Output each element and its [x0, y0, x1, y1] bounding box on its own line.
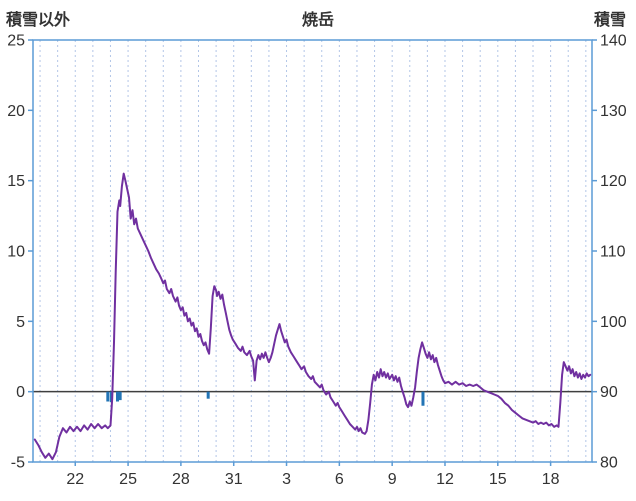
x-axis-tick-label: 9	[388, 471, 397, 488]
left-axis-tick-label: 0	[16, 384, 25, 401]
x-axis-tick-label: 15	[489, 471, 507, 488]
event-bar	[116, 391, 120, 402]
x-axis-tick-label: 6	[335, 471, 344, 488]
x-axis-tick-label: 28	[172, 471, 190, 488]
left-axis-tick-label: 25	[7, 33, 25, 50]
left-axis-tick-label: 20	[7, 103, 25, 120]
left-axis-tick-label: -5	[11, 455, 25, 472]
event-bar	[206, 391, 210, 399]
chart-title: 焼岳	[301, 12, 335, 29]
data-line	[33, 172, 592, 461]
x-axis-tick-label: 22	[66, 471, 84, 488]
right-axis-tick-label: 90	[600, 384, 618, 401]
right-axis-tick-label: 80	[600, 455, 618, 472]
left-axis-tick-label: 5	[16, 314, 25, 331]
left-axis-tick-label: 10	[7, 244, 25, 261]
x-axis-tick-label: 3	[282, 471, 291, 488]
event-bar	[106, 391, 110, 402]
x-axis-tick-label: 18	[542, 471, 560, 488]
x-axis-tick-label: 31	[225, 471, 243, 488]
right-axis-tick-label: 130	[600, 103, 627, 120]
x-axis-tick-label: 25	[119, 471, 137, 488]
left-axis-title: 積雪以外	[6, 12, 71, 29]
event-bar	[421, 391, 425, 406]
left-axis-tick-label: 15	[7, 173, 25, 190]
right-axis-tick-label: 110	[600, 244, 626, 261]
event-bar	[118, 391, 122, 401]
right-axis-title: 積雪	[593, 12, 626, 29]
right-axis-tick-label: 120	[600, 173, 627, 190]
right-axis-tick-label: 140	[600, 33, 627, 50]
right-axis-tick-label: 100	[600, 314, 627, 331]
x-axis-tick-label: 12	[436, 471, 454, 488]
